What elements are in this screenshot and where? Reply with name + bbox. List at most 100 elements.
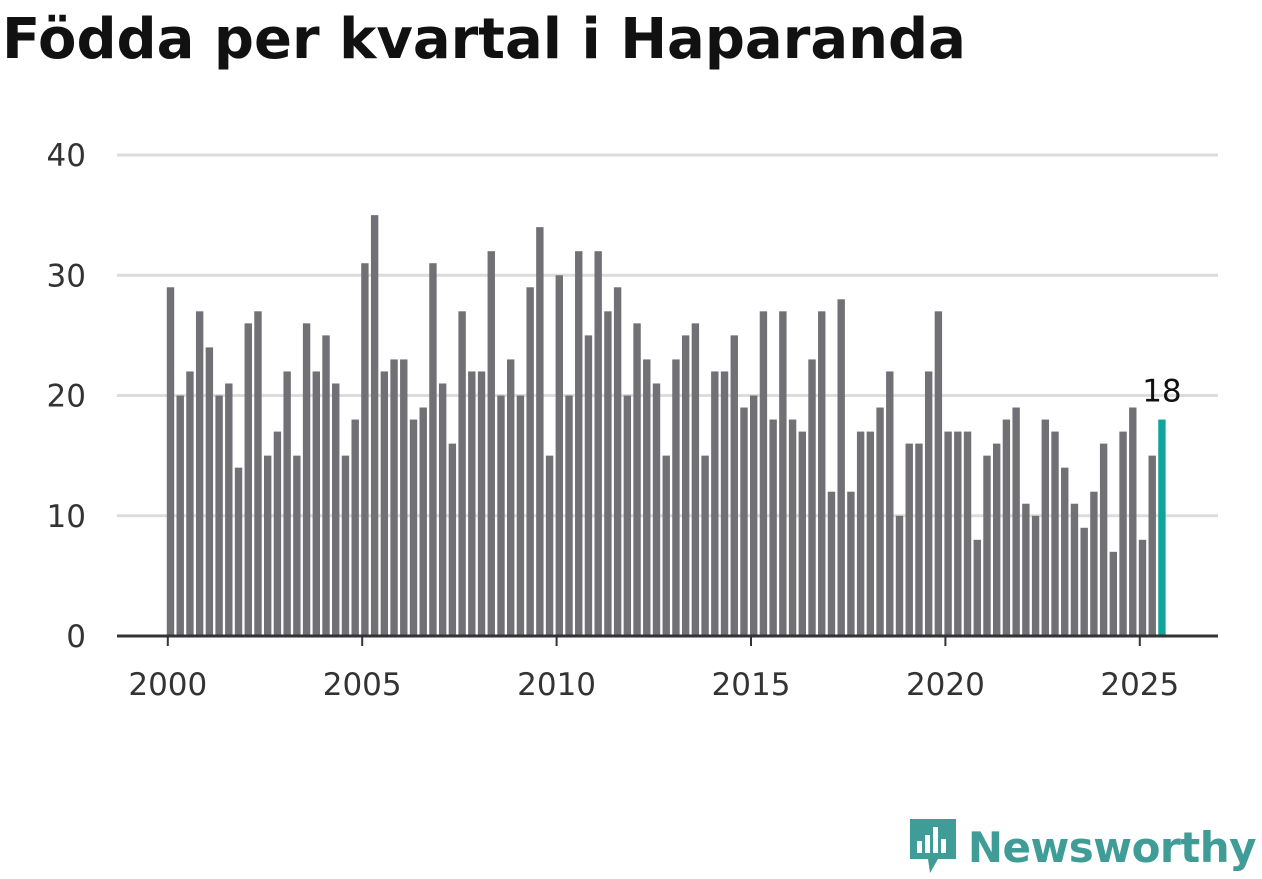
bar (497, 395, 505, 636)
bar (448, 443, 457, 636)
x-tick-label: 2000 (128, 667, 207, 703)
y-tick-label: 0 (66, 619, 86, 655)
bar (1070, 503, 1079, 636)
bar (438, 383, 447, 636)
bar (944, 431, 952, 636)
bar (516, 395, 525, 636)
bar (468, 371, 476, 636)
bar (1109, 551, 1118, 636)
bar (351, 419, 359, 636)
bar (1061, 467, 1069, 636)
bar (332, 383, 340, 636)
x-tick-label: 2025 (1100, 667, 1179, 703)
bar (264, 455, 272, 637)
bar (1138, 539, 1147, 636)
bar (487, 251, 495, 636)
bar (1129, 407, 1137, 636)
bar (429, 263, 437, 636)
bar (545, 455, 554, 637)
bar (1099, 443, 1108, 636)
bar (973, 539, 981, 636)
bar (283, 371, 291, 636)
bar (895, 515, 904, 636)
bar (1012, 407, 1020, 636)
highlight-value-label: 18 (1142, 374, 1181, 410)
bar (380, 371, 389, 636)
bar (166, 287, 175, 636)
bar (176, 395, 184, 636)
bar (507, 359, 515, 636)
bar (390, 359, 398, 636)
bar (555, 275, 563, 636)
bar (672, 359, 680, 636)
bars-layer (166, 215, 1166, 637)
bar (750, 395, 758, 636)
bar (594, 251, 602, 636)
bar (1041, 419, 1049, 636)
bar (361, 263, 369, 636)
bar-highlight (1158, 419, 1166, 636)
axis-layer (117, 634, 1218, 646)
bar (798, 431, 806, 636)
bar (759, 311, 768, 636)
bar (847, 491, 855, 636)
bar (302, 323, 311, 636)
bar (963, 431, 972, 636)
bar (701, 455, 709, 637)
bar (827, 491, 836, 636)
bar (837, 299, 845, 636)
bar (886, 371, 894, 636)
bar (273, 431, 282, 636)
bar (652, 383, 661, 636)
y-tick-label: 10 (47, 499, 86, 535)
labels-layer: 0 10 20 30 40 18 2000 2005 2010 2015 2020 2025 (47, 138, 1182, 703)
bar (740, 407, 748, 636)
y-tick-label: 30 (47, 258, 86, 294)
chart-title: Födda per kvartal i Haparanda (2, 7, 966, 72)
bar (1119, 431, 1127, 636)
x-tick-label: 2005 (323, 667, 402, 703)
bar (293, 455, 301, 637)
bar (225, 383, 233, 636)
bar (565, 395, 573, 636)
bar (993, 443, 1001, 636)
newsworthy-logo[interactable]: Newsworthy (908, 817, 1257, 877)
bar (322, 335, 330, 637)
bar (1051, 431, 1059, 636)
bar (691, 323, 700, 636)
bar (924, 371, 933, 636)
bar (934, 311, 943, 636)
bar (856, 431, 865, 636)
bar (370, 215, 379, 637)
bar (866, 431, 875, 636)
bar (730, 335, 738, 637)
bar (779, 311, 787, 636)
bar (419, 407, 427, 636)
bar (1022, 503, 1030, 636)
bar (643, 359, 651, 636)
bar (681, 335, 690, 637)
bar (584, 335, 593, 637)
x-tick-label: 2020 (906, 667, 985, 703)
bar (234, 467, 243, 636)
bar (662, 455, 670, 637)
bar (1031, 515, 1040, 636)
bar (400, 359, 408, 636)
bar (711, 371, 719, 636)
bar (769, 419, 777, 636)
x-tick-label: 2010 (517, 667, 596, 703)
bar (1148, 455, 1156, 637)
brand-name: Newsworthy (967, 822, 1257, 872)
bar (1080, 527, 1088, 636)
bar (613, 287, 622, 636)
bar (526, 287, 534, 636)
bar (477, 371, 486, 636)
bar (341, 455, 350, 637)
bar (254, 311, 262, 636)
bar (205, 347, 214, 636)
bar (458, 311, 466, 636)
bar (244, 323, 252, 636)
newsworthy-logo-icon (909, 819, 956, 873)
bar (915, 443, 923, 636)
